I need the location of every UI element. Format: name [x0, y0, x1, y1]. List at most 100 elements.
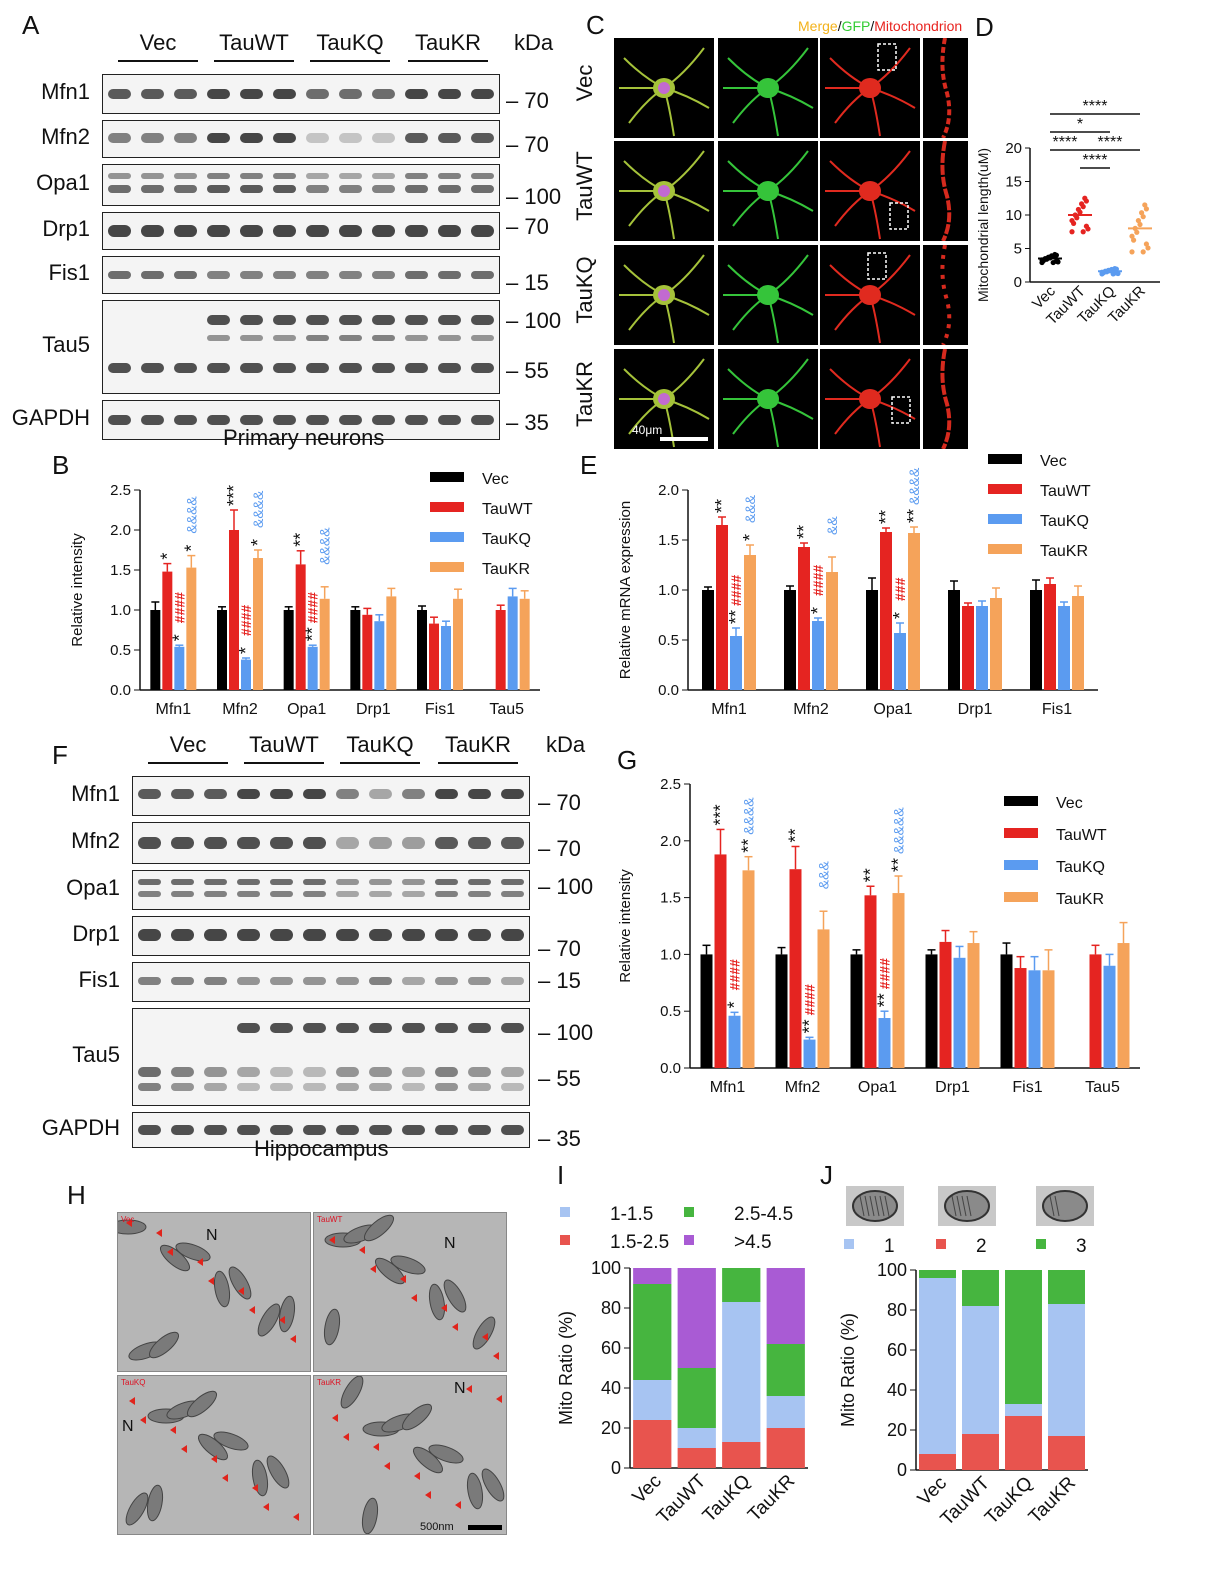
bar — [1000, 954, 1013, 1068]
bar — [1058, 606, 1070, 690]
micrograph-drawing — [723, 358, 814, 448]
blot-row-label: Fis1 — [78, 967, 120, 992]
panel-label-b: B — [52, 450, 70, 480]
nucleus — [658, 82, 670, 94]
bar — [350, 610, 361, 690]
arrowhead-marker — [400, 1275, 406, 1283]
arrowhead-marker — [496, 1395, 502, 1403]
protein-band — [438, 173, 461, 179]
protein-band — [369, 891, 392, 897]
protein-band — [438, 271, 461, 279]
significance-marker: ** — [786, 828, 806, 842]
protein-band — [468, 891, 491, 897]
stacked-segment — [766, 1428, 805, 1468]
protein-band — [138, 929, 161, 941]
y-tick-label: 60 — [601, 1338, 621, 1358]
blot-row-label: Mfn2 — [71, 828, 120, 853]
kda-marker: – 70 — [506, 214, 549, 239]
stacked-segment — [1005, 1416, 1042, 1470]
em-drawing — [332, 1376, 505, 1534]
bar — [150, 610, 161, 690]
micrograph-drawing — [940, 245, 952, 345]
protein-band — [237, 1083, 260, 1091]
panel-label-h: H — [67, 1180, 86, 1210]
micrograph-drawing — [723, 254, 814, 344]
data-point — [1075, 206, 1081, 213]
protein-band — [204, 929, 227, 941]
blot-strip — [132, 916, 530, 956]
chart-b-relative-intensity: 0.0 0.5 1.0 1.5 2.0 2.5 Relative intensity Mfn1… — [69, 471, 540, 718]
significance-marker: ** — [712, 499, 732, 513]
stacked-segment — [633, 1268, 672, 1284]
legend-label: 2 — [976, 1236, 987, 1257]
bar — [417, 610, 427, 690]
x-tick-label: Mfn1 — [710, 1079, 746, 1096]
significance-marker: * — [1077, 116, 1083, 133]
legend-swatch — [844, 1239, 854, 1249]
protein-band — [501, 1083, 524, 1091]
arrowhead-marker — [208, 1277, 214, 1285]
significance-marker: * — [890, 612, 910, 619]
arrowhead-marker — [156, 1229, 162, 1237]
y-tick-label: 10 — [1005, 207, 1022, 224]
protein-band — [273, 185, 296, 193]
stacked-segment — [962, 1434, 999, 1470]
protein-band — [138, 1083, 161, 1091]
x-tick-label: TauKQ — [699, 1471, 755, 1527]
protein-band — [273, 315, 296, 325]
protein-band — [270, 1083, 293, 1091]
blot-row-label: Opa1 — [36, 170, 90, 195]
crista — [1054, 1195, 1060, 1217]
chart-j-mito-ratio: 0 20 40 60 80 100 Mito Ratio (%) VecTauWTTauKQT… — [838, 1186, 1094, 1530]
legend-label: 1.5-2.5 — [610, 1232, 669, 1253]
micrograph-row-label: TauKQ — [572, 256, 597, 324]
nucleus-label: N — [206, 1227, 218, 1244]
group-underline — [340, 762, 420, 764]
legend-swatch — [1004, 796, 1038, 806]
micrograph-panel — [922, 140, 969, 242]
protein-band — [336, 929, 359, 941]
protein-band — [138, 977, 161, 985]
hash-marker: #### — [171, 592, 187, 623]
mitochondrion — [251, 1459, 269, 1497]
protein-band — [501, 977, 524, 985]
protein-band — [405, 225, 428, 237]
protein-band — [273, 133, 296, 143]
protein-band — [240, 315, 263, 325]
panel-label-j: J — [820, 1160, 833, 1190]
protein-band — [336, 1083, 359, 1091]
protein-band — [402, 1083, 425, 1091]
nucleus-label: N — [444, 1235, 456, 1252]
em-drawing — [125, 1390, 299, 1526]
x-tick-label: Fis1 — [1042, 701, 1072, 718]
group-header: TauKR — [444, 732, 512, 757]
em-group-label: Vec — [121, 1215, 135, 1224]
protein-band — [339, 415, 362, 425]
stacked-segment — [677, 1428, 716, 1448]
kda-marker: – 35 — [506, 410, 549, 435]
mitochondrion — [340, 1376, 364, 1409]
group-header: Vec — [139, 30, 177, 55]
y-tick-label: 2.0 — [658, 482, 679, 499]
blot-strip — [132, 1008, 530, 1106]
bar — [241, 659, 251, 690]
protein-band — [171, 1067, 194, 1077]
protein-band — [336, 977, 359, 985]
legend-swatch — [1004, 860, 1038, 870]
bar — [775, 954, 788, 1068]
protein-band — [306, 173, 329, 179]
protein-band — [372, 185, 395, 193]
bar — [728, 1015, 741, 1068]
protein-band — [207, 315, 230, 325]
legend-label: >4.5 — [734, 1232, 772, 1253]
crista — [1049, 1195, 1055, 1217]
legend-swatch — [988, 454, 1022, 464]
data-point — [1079, 201, 1085, 207]
y-tick-label: 15 — [1005, 174, 1022, 191]
protein-band — [372, 225, 395, 237]
mitochondrion — [443, 1279, 467, 1313]
x-tick-label: Vec — [914, 1473, 951, 1510]
significance-marker: ** — [739, 839, 759, 853]
protein-band — [237, 789, 260, 799]
data-point — [1080, 229, 1086, 235]
